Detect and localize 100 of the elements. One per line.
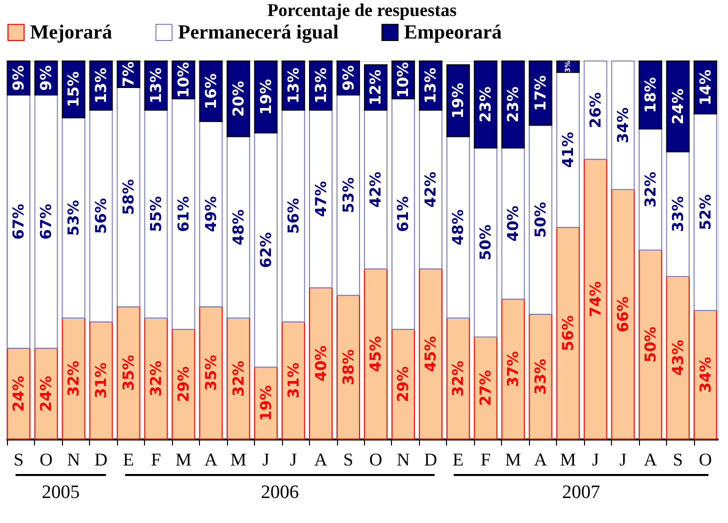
- x-tick-label: O: [698, 450, 712, 470]
- data-label: 43%: [668, 340, 687, 376]
- data-label: 48%: [229, 209, 248, 246]
- x-tick-label: A: [534, 450, 548, 470]
- data-label: 29%: [174, 366, 192, 402]
- x-tick-label: M: [505, 450, 522, 470]
- data-label: 24%: [37, 376, 56, 412]
- data-label: 14%: [696, 70, 714, 106]
- data-label: 10%: [394, 62, 412, 98]
- data-label: 45%: [422, 336, 440, 372]
- data-label: 56%: [284, 198, 302, 234]
- x-tick-label: F: [150, 450, 161, 470]
- data-label: 32%: [146, 360, 165, 396]
- data-label: 13%: [146, 68, 165, 104]
- data-label: 37%: [504, 351, 522, 388]
- data-label: 50%: [641, 326, 660, 362]
- bar: [199, 306, 223, 440]
- data-label: 61%: [174, 196, 192, 232]
- legend-label: Mejorará: [30, 21, 112, 44]
- x-tick-label: M: [560, 450, 576, 470]
- data-label: 24%: [668, 88, 687, 124]
- bar: [556, 226, 580, 440]
- bar: [144, 110, 168, 319]
- bar: [226, 318, 250, 440]
- bar: [474, 336, 498, 440]
- bar: [282, 321, 306, 440]
- data-label: 9%: [37, 65, 56, 91]
- data-label: 9%: [10, 65, 28, 91]
- data-label: 23%: [476, 86, 495, 122]
- x-tick-label: S: [672, 450, 683, 470]
- data-label: 23%: [504, 86, 522, 122]
- data-label: 19%: [256, 78, 275, 115]
- bar: [89, 321, 113, 440]
- data-label: 24%: [10, 376, 28, 412]
- bar: [309, 110, 333, 288]
- bar: [116, 86, 140, 308]
- x-tick-label: J: [592, 450, 599, 470]
- x-tick-label: A: [644, 450, 657, 470]
- x-tick-label: A: [204, 450, 218, 470]
- bar: [501, 298, 525, 440]
- x-tick-label: N: [396, 450, 410, 470]
- x-tick-label: E: [452, 450, 464, 470]
- bar: [34, 94, 58, 349]
- bar: [89, 110, 113, 322]
- data-label: 31%: [284, 362, 302, 398]
- x-tick-label: D: [424, 450, 438, 470]
- data-label: 35%: [202, 354, 220, 391]
- data-label: 48%: [449, 209, 468, 246]
- bar: [528, 314, 552, 440]
- data-label: 32%: [449, 360, 468, 396]
- bar: [666, 276, 690, 440]
- data-label: 66%: [614, 296, 632, 332]
- bar: [172, 328, 196, 440]
- data-label: 45%: [366, 336, 385, 372]
- bar: [611, 189, 635, 440]
- data-label: 41%: [559, 132, 578, 168]
- x-tick-label: O: [40, 450, 53, 470]
- data-label: 13%: [92, 68, 110, 104]
- data-label: 53%: [339, 177, 358, 214]
- bar: [282, 110, 306, 322]
- x-tick-label: M: [230, 450, 246, 470]
- bar: [418, 110, 442, 270]
- legend-label: Permanecerá igual: [178, 21, 339, 44]
- data-label: 20%: [229, 80, 248, 117]
- bar: [336, 294, 360, 440]
- bar: [474, 147, 498, 338]
- x-tick-label: J: [262, 450, 270, 470]
- data-label: 12%: [366, 70, 385, 106]
- data-label: 18%: [641, 77, 660, 113]
- x-tick-label: J: [619, 450, 626, 470]
- data-label: 32%: [64, 360, 83, 396]
- data-label: 35%: [120, 354, 138, 391]
- data-label: 26%: [586, 92, 604, 128]
- data-label: 38%: [339, 349, 358, 386]
- x-tick-label: E: [123, 450, 134, 470]
- bar: [391, 98, 415, 330]
- bar: [528, 124, 552, 315]
- x-tick-label: M: [175, 450, 192, 470]
- bar: [666, 151, 690, 277]
- data-label: 74%: [586, 281, 604, 318]
- data-label: 19%: [449, 82, 468, 119]
- bar: [172, 98, 196, 330]
- bar: [638, 250, 662, 440]
- data-label: 67%: [10, 204, 28, 240]
- bar: [364, 268, 388, 440]
- text: 2006: [260, 482, 299, 503]
- bar: [199, 120, 223, 308]
- data-label: 34%: [696, 356, 714, 393]
- data-label: 56%: [559, 315, 578, 352]
- bar: [116, 306, 140, 440]
- data-label: 13%: [284, 68, 302, 104]
- bar: [418, 268, 442, 440]
- text: 2007: [562, 482, 600, 503]
- text: 2005: [42, 482, 80, 503]
- data-label: 42%: [366, 172, 385, 208]
- bar: [446, 136, 470, 319]
- bar: [309, 287, 333, 440]
- x-tick-label: F: [480, 450, 491, 470]
- data-label: 50%: [476, 224, 495, 260]
- bar: [584, 158, 608, 440]
